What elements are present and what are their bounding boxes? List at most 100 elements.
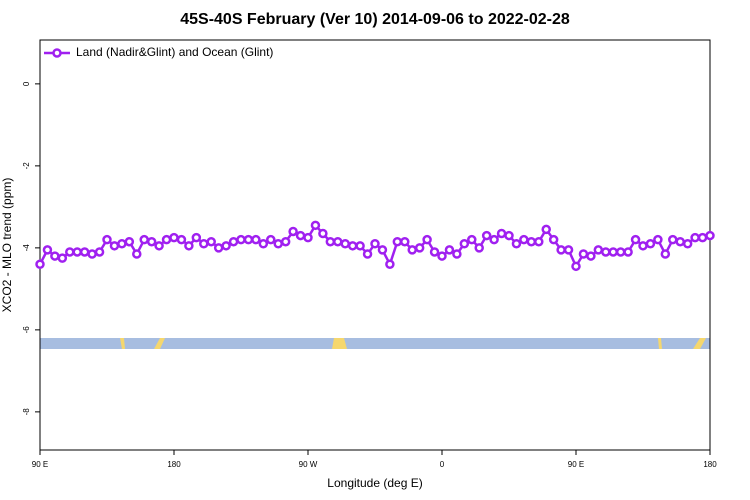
point — [161, 234, 172, 245]
land — [120, 338, 125, 349]
point — [362, 249, 373, 259]
point — [310, 220, 321, 231]
point — [191, 232, 202, 243]
point — [72, 247, 82, 257]
point — [593, 245, 604, 255]
point — [94, 247, 105, 257]
point — [288, 226, 298, 237]
point — [630, 234, 641, 245]
point — [481, 230, 492, 241]
plot-frame — [39, 39, 711, 451]
y-tick-label: 0 — [22, 81, 31, 86]
y-tick-label: -2 — [22, 162, 31, 170]
point — [57, 253, 68, 263]
point — [675, 236, 685, 247]
point — [392, 236, 403, 247]
point — [355, 241, 365, 251]
point — [385, 259, 395, 270]
point — [519, 234, 529, 245]
point — [638, 241, 648, 251]
point — [184, 241, 194, 251]
point — [429, 247, 440, 257]
point — [668, 234, 678, 245]
point — [645, 239, 656, 249]
point — [273, 239, 283, 249]
point — [511, 239, 522, 249]
x-tick-label: 0 — [440, 460, 445, 469]
point — [474, 243, 484, 253]
x-tick-label: 90 W — [299, 460, 318, 469]
point — [496, 228, 507, 239]
point — [534, 236, 544, 247]
point — [571, 261, 581, 272]
point — [467, 234, 477, 245]
point — [258, 239, 269, 249]
point — [578, 249, 589, 259]
point — [548, 234, 559, 245]
point — [79, 247, 90, 257]
point — [563, 245, 574, 255]
point — [132, 249, 142, 259]
point — [295, 230, 306, 241]
y-tick-label: -8 — [22, 408, 31, 416]
point — [504, 230, 514, 241]
point — [124, 236, 135, 247]
point — [601, 247, 611, 257]
point — [221, 241, 231, 251]
legend-label: Land (Nadir&Glint) and Ocean (Glint) — [76, 45, 273, 59]
x-tick-label: 180 — [703, 460, 717, 469]
point — [370, 239, 380, 249]
map-strip — [40, 338, 710, 349]
x-tick-label: 90 E — [32, 460, 48, 469]
x-tick-label: 90 E — [568, 460, 584, 469]
point — [377, 245, 388, 255]
point — [146, 236, 157, 247]
y-tick-label: -4 — [22, 244, 31, 252]
point — [459, 239, 470, 249]
point — [213, 243, 224, 253]
point — [243, 234, 254, 245]
point — [251, 234, 261, 245]
point — [236, 234, 246, 245]
point — [556, 245, 566, 255]
point — [489, 234, 499, 245]
point — [586, 251, 596, 261]
point — [653, 234, 663, 245]
point — [690, 232, 700, 243]
point — [615, 247, 626, 257]
point — [50, 251, 60, 261]
y-tick-label: -6 — [22, 326, 31, 334]
point — [206, 236, 216, 247]
point — [347, 241, 358, 251]
land — [332, 338, 347, 349]
point — [139, 234, 149, 245]
point — [266, 234, 276, 245]
point — [400, 236, 410, 247]
point — [452, 249, 462, 259]
point — [526, 236, 537, 247]
point — [697, 232, 708, 243]
point — [325, 236, 336, 247]
point — [660, 249, 671, 259]
point — [117, 239, 127, 249]
x-tick-label: 180 — [167, 460, 181, 469]
y-axis-label: XCO2 - MLO trend (ppm) — [0, 178, 14, 313]
point — [154, 241, 164, 251]
x-axis-label: Longitude (deg E) — [327, 476, 422, 490]
point — [303, 232, 313, 243]
point — [414, 243, 425, 253]
point — [280, 236, 291, 247]
point — [407, 245, 417, 255]
point — [35, 259, 45, 270]
point — [682, 239, 693, 249]
point — [87, 249, 97, 259]
point — [228, 236, 239, 247]
point — [109, 241, 120, 251]
point — [340, 239, 350, 249]
point — [199, 239, 209, 249]
point — [623, 247, 633, 257]
point — [333, 236, 343, 247]
land — [658, 338, 662, 349]
land — [154, 338, 165, 349]
